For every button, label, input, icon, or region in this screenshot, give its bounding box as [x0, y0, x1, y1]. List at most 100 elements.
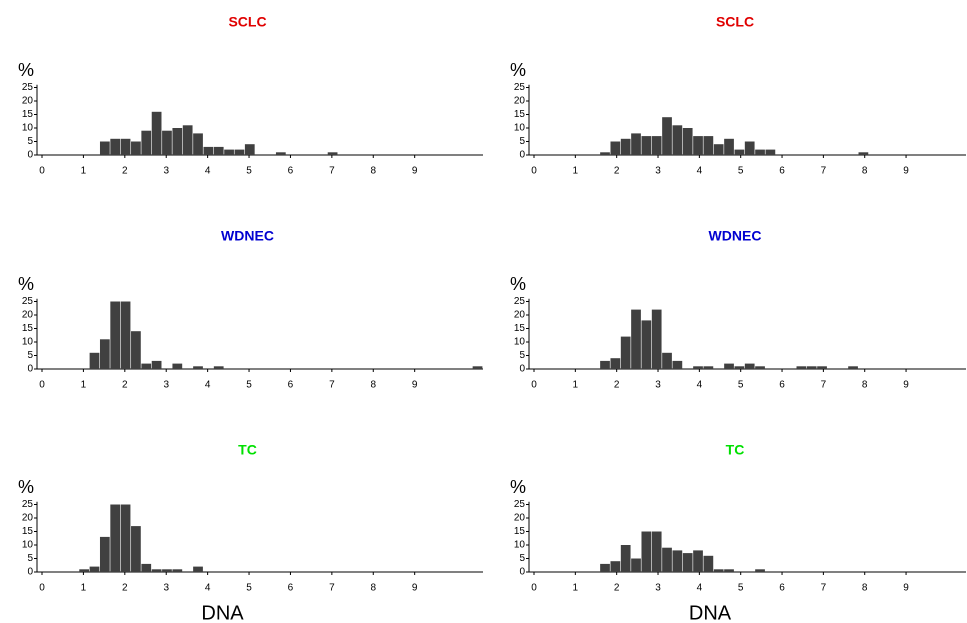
histogram-bar	[162, 130, 172, 155]
histogram-bar	[703, 366, 714, 369]
x-tick-label: 8	[862, 166, 868, 177]
x-tick-label: 7	[821, 380, 827, 391]
histogram-bar	[806, 366, 817, 369]
x-tick-label: 6	[288, 380, 294, 391]
x-tick-label: 2	[614, 166, 620, 177]
x-tick-label: 4	[697, 380, 703, 391]
x-tick-label: 8	[862, 583, 868, 594]
panel-title: TC	[238, 442, 257, 458]
y-tick-label: 10	[22, 123, 34, 134]
histogram-bar	[848, 366, 858, 369]
histogram-bar	[131, 141, 141, 155]
x-tick-label: 6	[779, 166, 785, 177]
histogram-bar	[193, 133, 203, 155]
x-tick-label: 3	[163, 380, 169, 391]
x-tick-label: 2	[614, 583, 620, 594]
y-tick-label: 10	[514, 337, 526, 348]
histogram-bar	[151, 111, 162, 155]
y-tick-label: 0	[27, 150, 33, 161]
y-tick-label: 10	[22, 337, 34, 348]
y-tick-label: 25	[22, 296, 34, 307]
histogram-bar	[713, 144, 724, 155]
y-axis-label: %	[18, 274, 34, 294]
x-tick-label: 0	[39, 380, 45, 391]
histogram-bar	[600, 152, 610, 155]
histogram-bar	[151, 569, 162, 572]
y-tick-label: 0	[519, 150, 525, 161]
histogram-bar	[120, 504, 131, 572]
x-tick-label: 4	[205, 380, 211, 391]
x-tick-label: 6	[779, 380, 785, 391]
y-tick-label: 15	[22, 109, 34, 120]
histogram-bar	[141, 563, 152, 572]
x-tick-label: 3	[655, 166, 661, 177]
histogram-bar	[120, 301, 131, 369]
histogram-bar	[682, 128, 693, 155]
histogram-bar	[141, 363, 152, 369]
x-tick-label: 9	[903, 380, 909, 391]
y-tick-label: 20	[22, 96, 34, 107]
x-tick-label: 1	[81, 583, 87, 594]
histogram-bar	[641, 136, 652, 155]
x-tick-label: 2	[614, 380, 620, 391]
x-tick-label: 2	[122, 166, 128, 177]
y-tick-label: 5	[519, 350, 525, 361]
histogram-bar	[724, 569, 734, 572]
histogram-bar	[99, 536, 110, 572]
x-tick-label: 7	[329, 166, 335, 177]
x-tick-label: 1	[573, 380, 579, 391]
panel-title: SCLC	[228, 14, 266, 30]
x-axis-label: DNA	[689, 602, 732, 623]
histogram-bar	[213, 366, 224, 369]
histogram-bar	[620, 545, 631, 572]
histogram-bar	[224, 149, 234, 155]
histogram-bar	[472, 366, 483, 369]
y-tick-label: 20	[514, 513, 526, 524]
x-tick-label: 2	[122, 583, 128, 594]
y-tick-label: 5	[27, 350, 33, 361]
panel-title: WDNEC	[709, 228, 762, 244]
y-tick-label: 0	[519, 364, 525, 375]
x-tick-label: 8	[370, 166, 376, 177]
x-tick-label: 5	[738, 380, 744, 391]
x-tick-label: 6	[288, 583, 294, 594]
x-tick-label: 1	[573, 583, 579, 594]
y-tick-label: 25	[22, 499, 34, 510]
histogram-bar	[631, 558, 641, 572]
histogram-bar	[110, 504, 121, 572]
histogram-bar	[610, 561, 621, 572]
y-tick-label: 15	[22, 526, 34, 537]
x-tick-label: 5	[246, 380, 252, 391]
histogram-bar	[744, 363, 755, 369]
histogram-bar	[162, 569, 172, 572]
histogram-bar	[151, 360, 162, 369]
x-tick-label: 0	[39, 166, 45, 177]
histogram-bar	[651, 136, 662, 155]
histogram-bar	[610, 358, 621, 369]
x-tick-label: 5	[246, 166, 252, 177]
histogram-bar	[703, 555, 714, 572]
y-tick-label: 25	[22, 82, 34, 93]
histogram-bar	[182, 125, 193, 155]
y-tick-label: 20	[514, 96, 526, 107]
histogram-bar	[734, 149, 745, 155]
histogram-bar	[193, 566, 203, 572]
histogram-bar	[631, 309, 641, 369]
histogram-bar	[193, 366, 203, 369]
histogram-bar	[672, 550, 683, 572]
x-tick-label: 6	[288, 166, 294, 177]
x-tick-label: 3	[163, 583, 169, 594]
x-tick-label: 4	[205, 166, 211, 177]
histogram-bar	[89, 566, 100, 572]
y-tick-label: 25	[514, 82, 526, 93]
histogram-bar	[110, 138, 121, 155]
histogram-bar	[662, 547, 672, 572]
histogram-bar	[755, 149, 765, 155]
x-tick-label: 6	[779, 583, 785, 594]
histogram-bar	[651, 531, 662, 572]
x-tick-label: 0	[531, 380, 537, 391]
x-tick-label: 5	[738, 583, 744, 594]
panel-title: SCLC	[716, 14, 754, 30]
y-tick-label: 20	[22, 310, 34, 321]
